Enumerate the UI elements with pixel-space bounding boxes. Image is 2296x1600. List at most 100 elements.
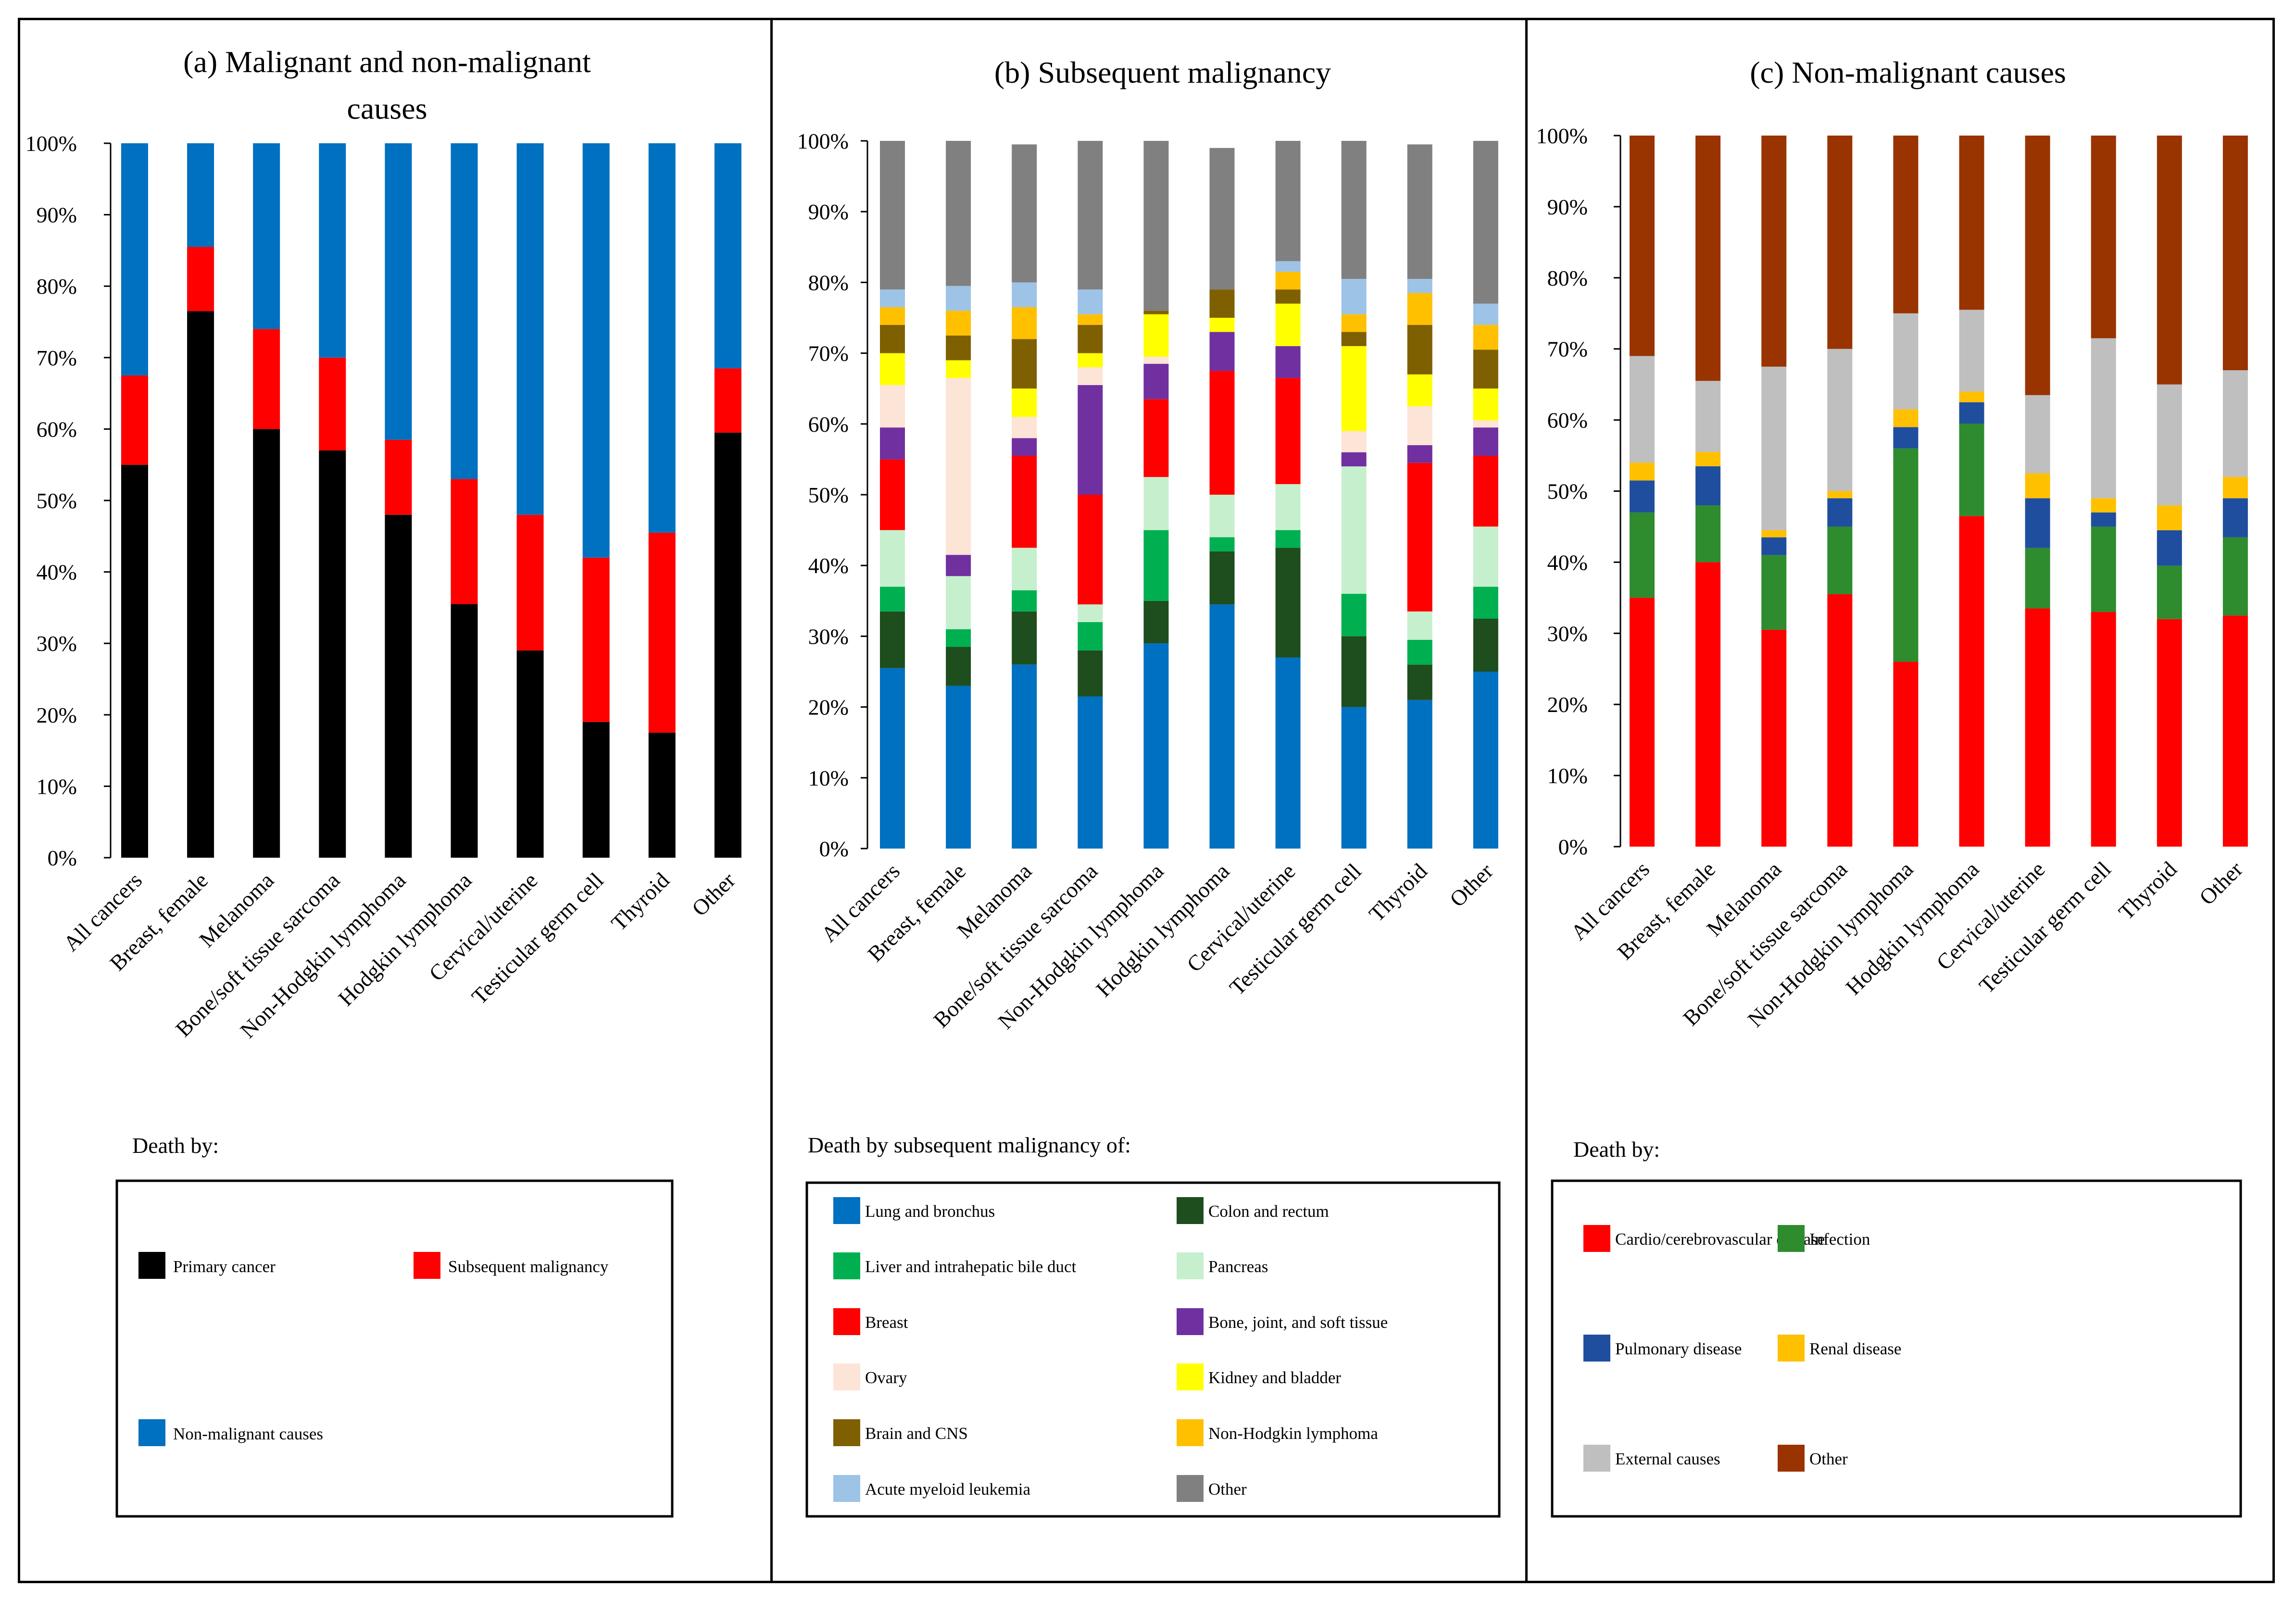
bar-segment-primary-cancer xyxy=(187,311,214,858)
panel-divider-2 xyxy=(1525,18,1528,1583)
bar-segment-primary-cancer xyxy=(451,604,478,858)
bar-segment-colon-and-rectum xyxy=(880,611,905,668)
legend-swatch-breast xyxy=(833,1308,860,1335)
bar-segment-cardio-cerebrovascular-disease xyxy=(1695,562,1721,847)
bar-segment-pancreas xyxy=(1341,466,1367,594)
y-tick-label: 30% xyxy=(37,631,77,656)
bar-segment-acute-myeloid-leukemia xyxy=(880,289,905,307)
bar-segment-colon-and-rectum xyxy=(1407,664,1432,700)
y-tick-label: 80% xyxy=(808,270,849,295)
bar-segment-external-causes xyxy=(1761,366,1787,530)
bar-segment-brain-and-cns xyxy=(1209,289,1235,318)
bar-segment-acute-myeloid-leukemia xyxy=(1473,303,1498,325)
bar-segment-infection xyxy=(2222,537,2248,616)
bar-segment-ovary xyxy=(1473,420,1498,428)
bar-segment-pancreas xyxy=(1275,484,1301,530)
y-tick-label: 30% xyxy=(1547,621,1588,646)
bar-segment-primary-cancer xyxy=(648,732,676,858)
bar-segment-liver-and-intrahepatic-bile-duct xyxy=(1473,587,1498,619)
bar-segment-brain-and-cns xyxy=(1473,350,1498,389)
legend-label: Breast xyxy=(865,1313,908,1332)
y-tick-label: 60% xyxy=(1547,408,1588,433)
legend-label: Colon and rectum xyxy=(1208,1202,1329,1221)
bar-segment-liver-and-intrahepatic-bile-duct xyxy=(1341,594,1367,637)
bar-segment-pulmonary-disease xyxy=(2157,530,2182,566)
chart-panel-3: (c) Non-malignant causes 0% 10% 20% 30% 40% 50… xyxy=(1536,55,2248,1518)
y-tick-label: 100% xyxy=(25,131,77,156)
y-tick-label: 50% xyxy=(808,483,849,507)
y-tick-label: 30% xyxy=(808,624,849,649)
bar-segment-other xyxy=(1893,136,1919,313)
bar-segment-other xyxy=(1341,141,1367,279)
legend-swatch-brain-and-cns xyxy=(833,1419,860,1446)
bar-segment-colon-and-rectum xyxy=(1078,650,1103,697)
bar-segment-external-causes xyxy=(1630,356,1655,463)
chart-title: causes xyxy=(347,91,427,125)
legend-swatch-lung-and-bronchus xyxy=(833,1197,860,1224)
legend-box xyxy=(805,1181,1501,1518)
legend-swatch-subsequent-malignancy xyxy=(414,1252,440,1279)
legend-label: Other xyxy=(1809,1450,1848,1468)
bar-segment-breast xyxy=(1078,495,1103,605)
y-tick-label: 60% xyxy=(37,417,77,441)
legend-label: Brain and CNS xyxy=(865,1424,968,1443)
legend-label: Acute myeloid leukemia xyxy=(865,1480,1031,1499)
bar-segment-lung-and-bronchus xyxy=(1341,707,1367,849)
bar-segment-pulmonary-disease xyxy=(2091,512,2116,527)
bar-segment-pulmonary-disease xyxy=(1630,480,1655,512)
bar-segment-primary-cancer xyxy=(582,722,610,858)
bar-segment-renal-disease xyxy=(1761,530,1787,538)
legend-swatch-kidney-and-bladder xyxy=(1177,1363,1204,1390)
bar-segment-infection xyxy=(2025,548,2050,609)
bar-segment-lung-and-bronchus xyxy=(1209,604,1235,849)
bar-segment-other xyxy=(1012,144,1037,283)
bar-segment-non-malignant-causes xyxy=(451,143,478,479)
bar-segment-colon-and-rectum xyxy=(1473,618,1498,672)
y-tick-label: 10% xyxy=(37,774,77,799)
bar-segment-bone-joint-and-soft-tissue xyxy=(1078,385,1103,495)
bar-segment-external-causes xyxy=(1959,310,1984,392)
bar-segment-colon-and-rectum xyxy=(1341,636,1367,707)
bar-segment-brain-and-cns xyxy=(946,335,971,361)
bar-segment-liver-and-intrahepatic-bile-duct xyxy=(880,587,905,612)
bar-segment-non-malignant-causes xyxy=(516,143,544,515)
bar-segment-primary-cancer xyxy=(714,432,741,858)
bar-segment-pancreas xyxy=(1407,611,1432,640)
bar-segment-liver-and-intrahepatic-bile-duct xyxy=(1275,530,1301,548)
bar-segment-external-causes xyxy=(2157,384,2182,506)
bar-segment-cardio-cerebrovascular-disease xyxy=(1959,516,1984,847)
bar-segment-liver-and-intrahepatic-bile-duct xyxy=(1407,639,1432,665)
bar-segment-cardio-cerebrovascular-disease xyxy=(2157,619,2182,847)
y-tick-label: 0% xyxy=(48,846,77,870)
chart-title: (a) Malignant and non-malignant xyxy=(183,45,591,79)
legend-label: Primary cancer xyxy=(173,1257,276,1276)
bar-segment-cardio-cerebrovascular-disease xyxy=(1827,594,1853,847)
y-tick-label: 0% xyxy=(1558,835,1588,859)
bar-segment-colon-and-rectum xyxy=(1209,551,1235,605)
legend-swatch-pancreas xyxy=(1177,1252,1204,1279)
bar-segment-renal-disease xyxy=(2157,505,2182,530)
legend-label: Lung and bronchus xyxy=(865,1202,995,1221)
legend-swatch-acute-myeloid-leukemia xyxy=(833,1475,860,1502)
bar-segment-pancreas xyxy=(1143,477,1169,530)
bar-segment-pancreas xyxy=(1012,548,1037,590)
bar-segment-pulmonary-disease xyxy=(1959,402,1984,424)
bar-segment-pancreas xyxy=(880,530,905,587)
bar-segment-renal-disease xyxy=(1893,409,1919,427)
bar-segment-pulmonary-disease xyxy=(1761,537,1787,555)
bar-segment-pancreas xyxy=(1209,495,1235,538)
bar-segment-acute-myeloid-leukemia xyxy=(1078,289,1103,314)
y-tick-label: 40% xyxy=(37,560,77,585)
bar-segment-breast xyxy=(1012,456,1037,548)
bar-segment-external-causes xyxy=(1893,313,1919,410)
bar-segment-infection xyxy=(1630,512,1655,598)
bar-segment-breast xyxy=(1143,399,1169,477)
x-category-label: Other xyxy=(1445,859,1498,912)
bar-segment-brain-and-cns xyxy=(880,325,905,353)
bar-segment-non-malignant-causes xyxy=(385,143,412,440)
bar-segment-non-hodgkin-lymphoma xyxy=(1275,272,1301,290)
bar-segment-non-hodgkin-lymphoma xyxy=(880,307,905,325)
legend-label: Renal disease xyxy=(1809,1339,1901,1358)
bar-segment-bone-joint-and-soft-tissue xyxy=(1407,445,1432,463)
legend-label: Other xyxy=(1208,1480,1247,1499)
